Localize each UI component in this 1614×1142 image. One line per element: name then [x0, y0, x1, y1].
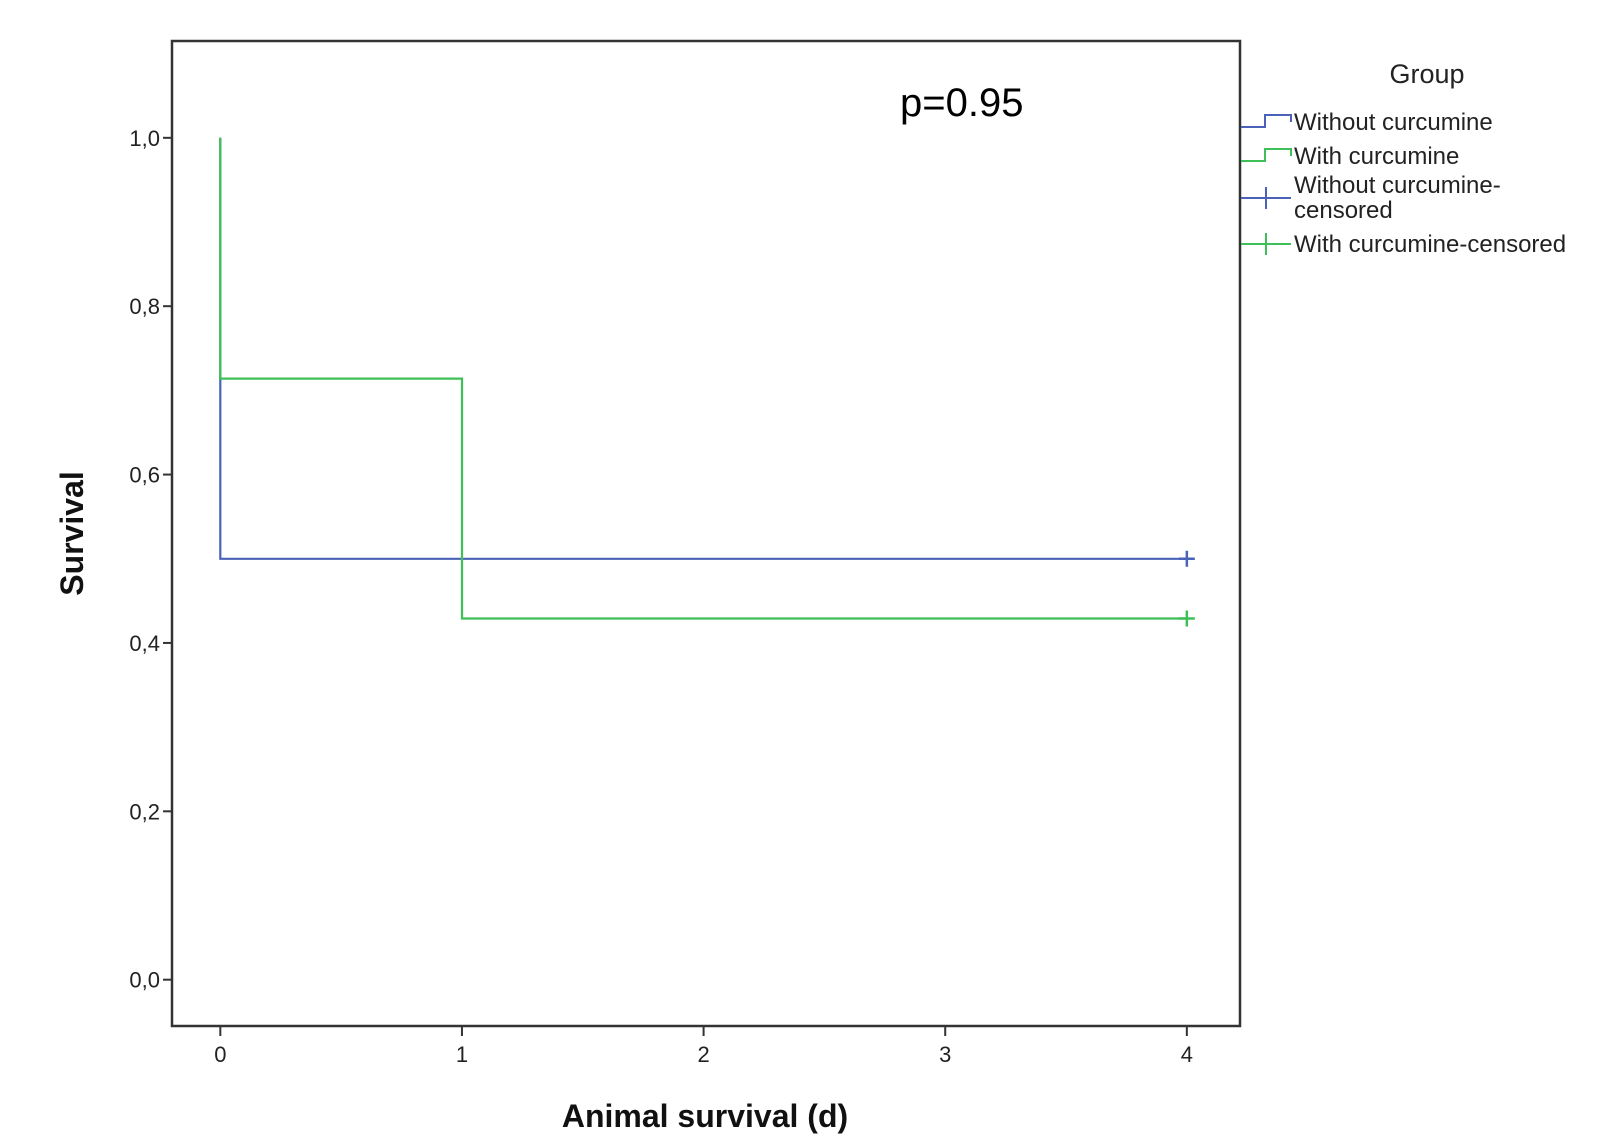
- p-value-annotation: p=0.95: [900, 81, 1023, 125]
- legend-entry: With curcumine-censored: [1241, 231, 1566, 258]
- x-axis-title: Animal survival (d): [562, 1098, 848, 1134]
- y-tick-label: 0,6: [129, 463, 160, 488]
- censor-mark: [1178, 550, 1195, 567]
- legend-label: Without curcumine: [1294, 109, 1493, 136]
- legend-label: censored: [1294, 197, 1393, 224]
- axis-layer: 0,0 0,2 0,4 0,6 0,8 1,0 0 1 2 3 4 Animal survival (…: [54, 126, 1193, 1134]
- legend-label: With curcumine: [1294, 143, 1459, 170]
- y-tick-label: 1,0: [129, 126, 160, 151]
- x-tick-label: 0: [214, 1042, 226, 1067]
- legend-entry: Without curcumine: [1241, 109, 1493, 136]
- x-tick-label: 2: [697, 1042, 709, 1067]
- plot-frame: [170, 39, 1242, 1028]
- x-tick-label: 3: [939, 1042, 951, 1067]
- y-tick-label: 0,4: [129, 631, 160, 656]
- legend-entry: With curcumine: [1241, 143, 1459, 170]
- legend-label: With curcumine-censored: [1294, 231, 1566, 258]
- series-with-curcumine-line: [219, 137, 1187, 620]
- legend-step-symbol: [1241, 114, 1292, 128]
- y-tick-label: 0,2: [129, 799, 160, 824]
- plot-area: [170, 39, 1242, 1028]
- y-tick-label: 0,0: [129, 968, 160, 993]
- y-tick-label: 0,8: [129, 294, 160, 319]
- legend-title: Group: [1389, 59, 1464, 89]
- series-layer: [219, 137, 1195, 627]
- x-tick-label: 4: [1181, 1042, 1193, 1067]
- censor-mark: [1178, 610, 1195, 627]
- legend-step-symbol: [1241, 148, 1292, 162]
- legend-label: Without curcumine-: [1294, 172, 1501, 199]
- legend-entry: Without curcumine-censored: [1241, 172, 1501, 224]
- x-tick-label: 1: [456, 1042, 468, 1067]
- y-axis-title: Survival: [54, 471, 90, 596]
